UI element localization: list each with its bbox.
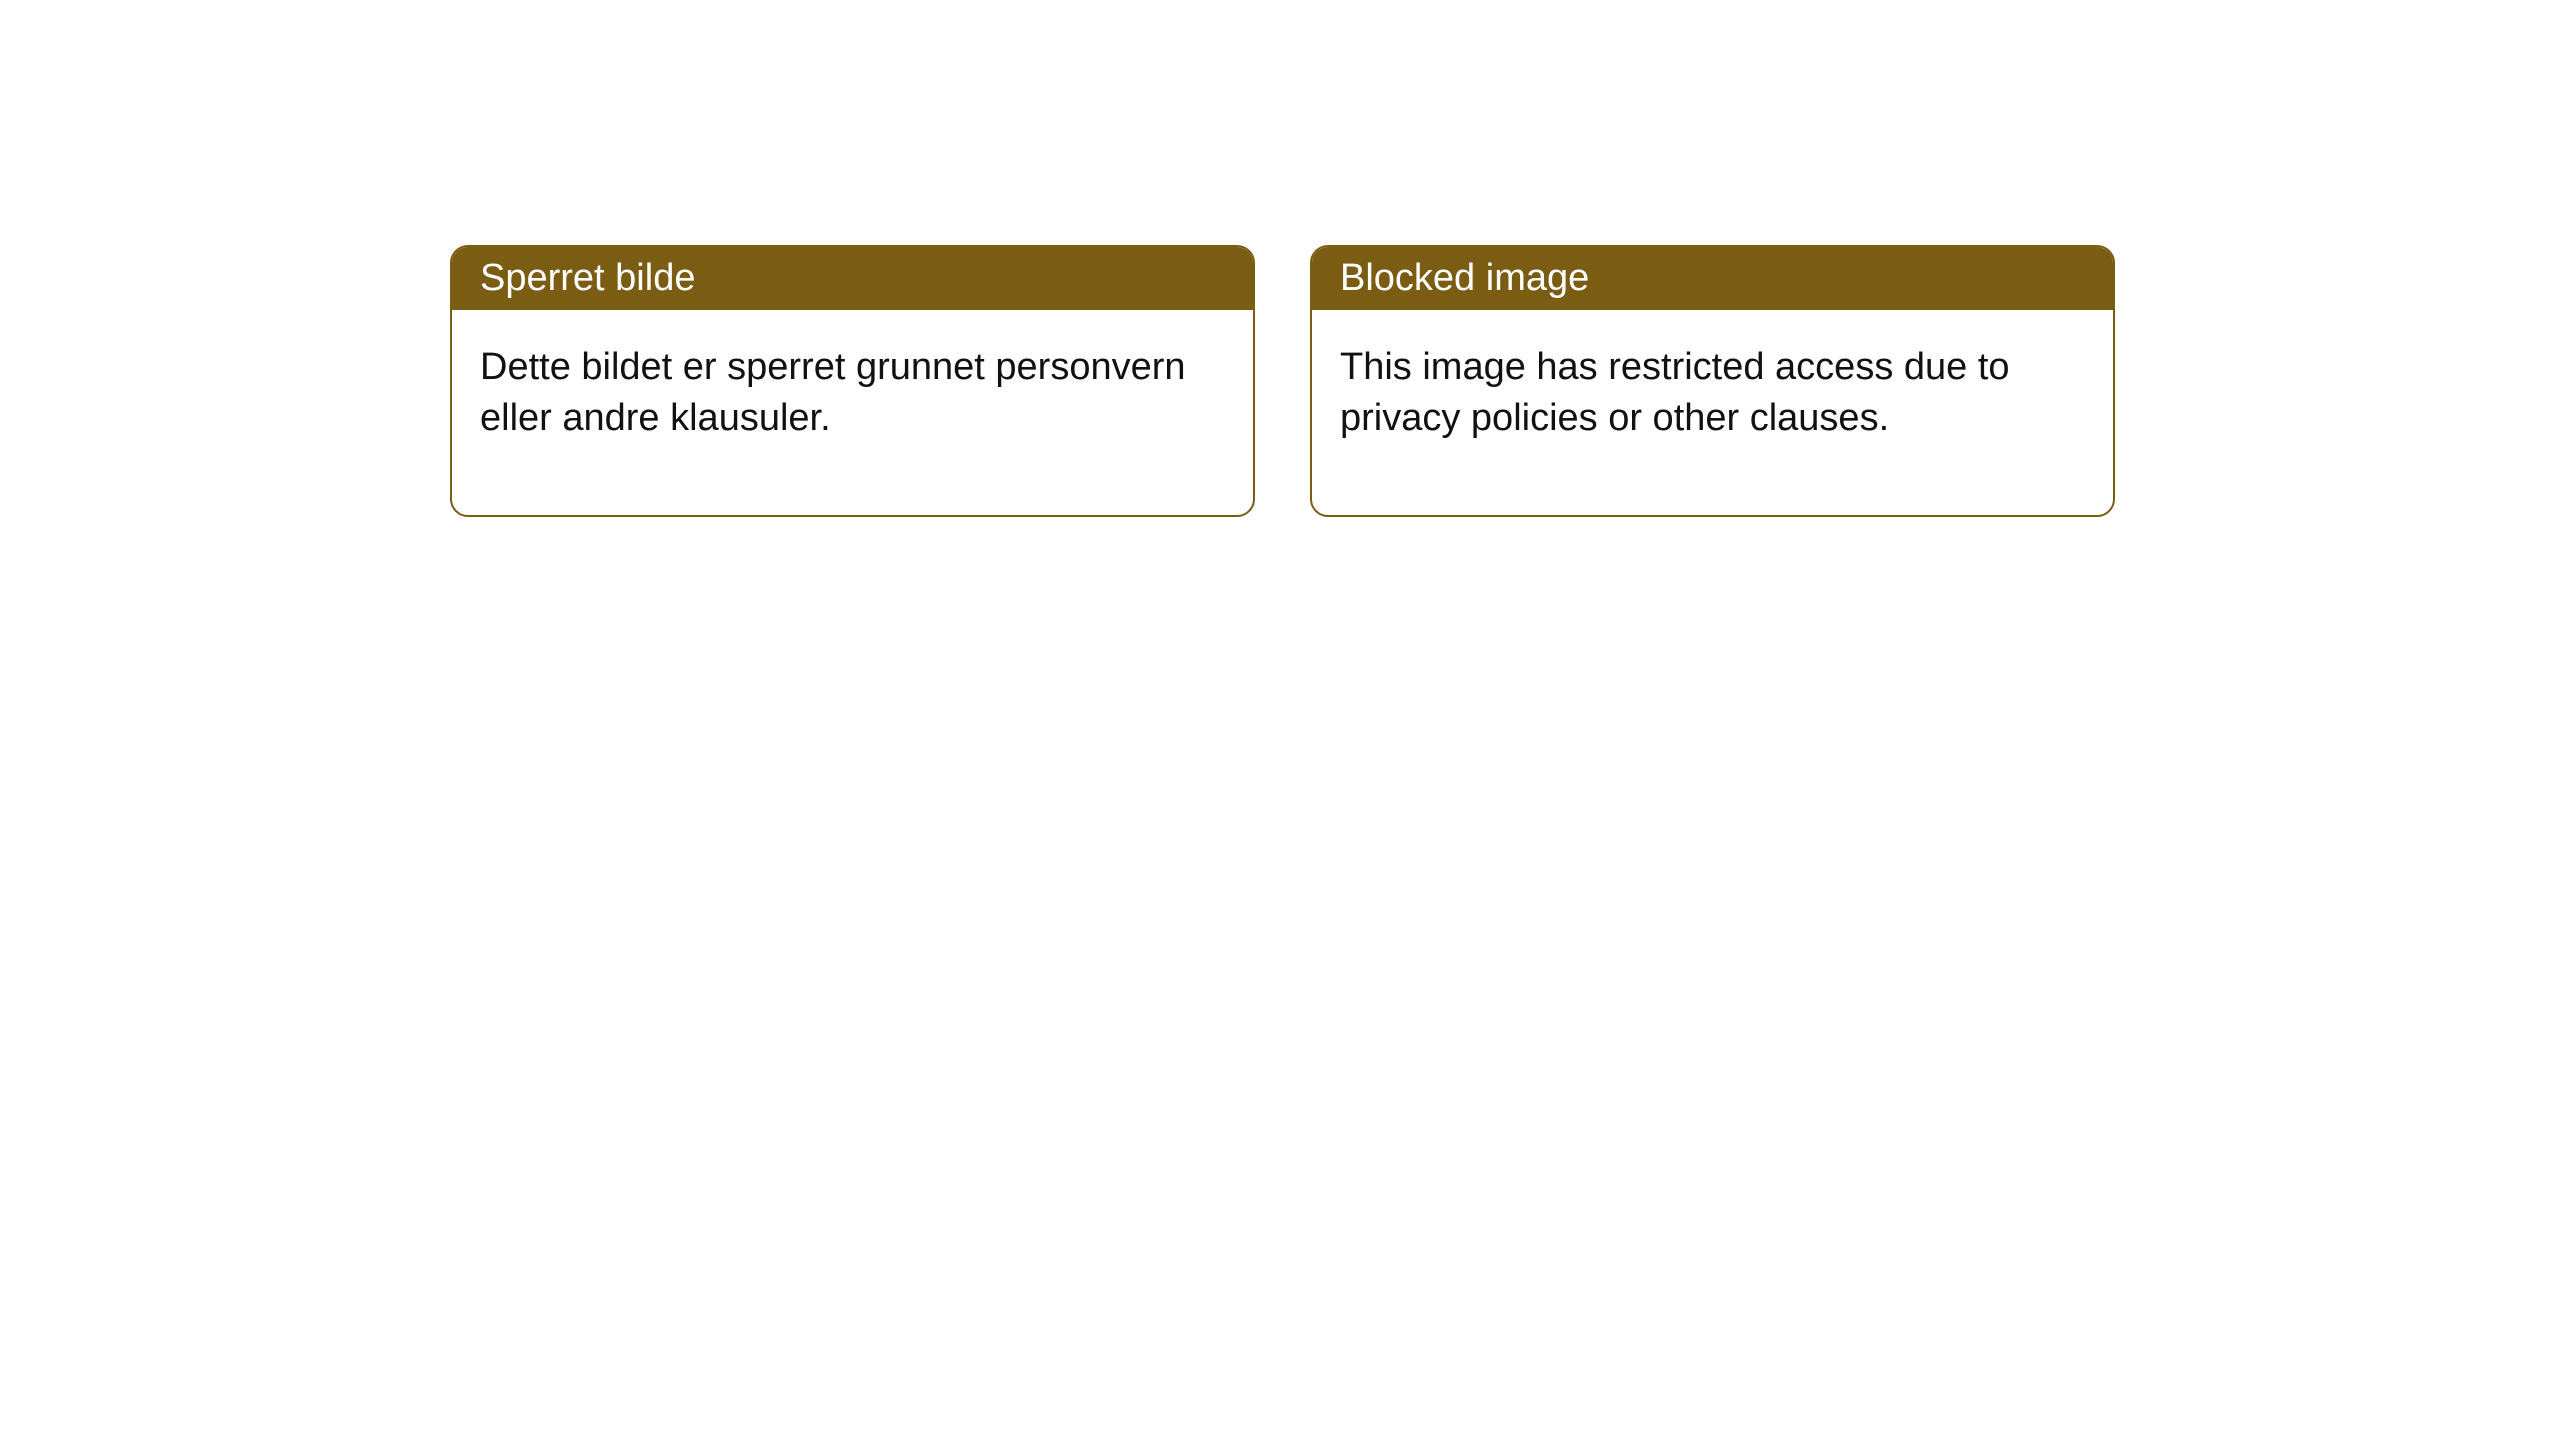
notice-body: This image has restricted access due to …	[1312, 310, 2113, 515]
notice-body: Dette bildet er sperret grunnet personve…	[452, 310, 1253, 515]
notice-container: Sperret bilde Dette bildet er sperret gr…	[0, 0, 2560, 517]
notice-card-english: Blocked image This image has restricted …	[1310, 245, 2115, 517]
notice-header: Sperret bilde	[452, 247, 1253, 310]
notice-header: Blocked image	[1312, 247, 2113, 310]
notice-card-norwegian: Sperret bilde Dette bildet er sperret gr…	[450, 245, 1255, 517]
